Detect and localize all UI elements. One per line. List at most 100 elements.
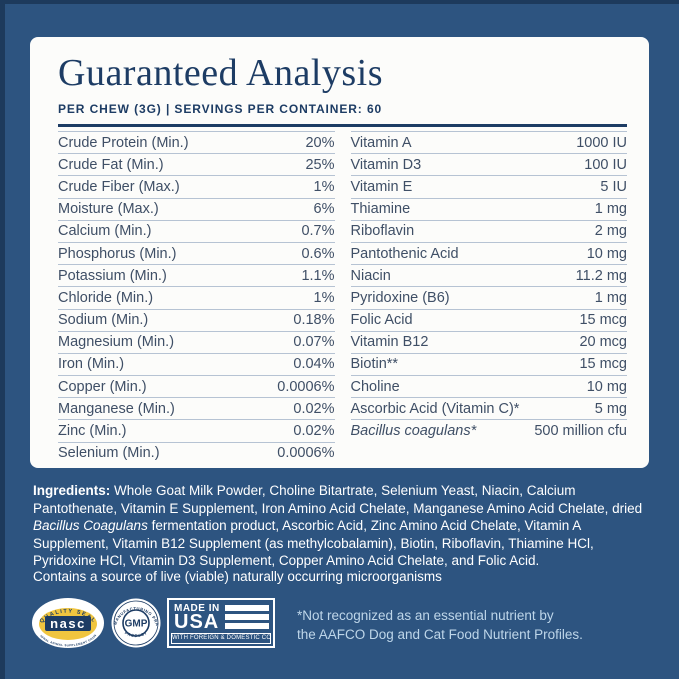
analysis-column-right: Vitamin A 1000 IU Vitamin D3 100 IU Vitamin …: [350, 131, 627, 464]
nutrient-label: Magnesium (Min.): [58, 334, 175, 351]
nutrient-label: Vitamin E: [350, 178, 413, 195]
nutrient-label: Thiamine: [350, 201, 411, 218]
nutrient-row: Vitamin A 1000 IU: [350, 131, 627, 153]
analysis-table: Crude Protein (Min.) 20% Crude Fat (Min.) 2…: [58, 131, 627, 464]
nutrient-value: 1.1%: [301, 267, 335, 284]
nutrient-value: 6%: [313, 201, 335, 218]
nutrient-row: Pantothenic Acid 10 mg: [350, 241, 627, 264]
nutrient-value: 15 mcg: [579, 356, 627, 373]
usa-stripe: [224, 623, 269, 629]
nutrient-label: Folic Acid: [350, 312, 413, 329]
nutrient-label: Crude Protein (Min.): [58, 134, 189, 151]
usa-components-caption: WITH FOREIGN & DOMESTIC COMPONENTS: [171, 633, 271, 644]
nutrient-label: Bacillus coagulans*: [350, 423, 477, 440]
nutrient-value: 11.2 mg: [575, 267, 627, 284]
nutrient-value: 5 mg: [594, 400, 627, 417]
nutrient-row: Moisture (Max.) 6%: [58, 197, 335, 220]
nutrient-value: 100 IU: [584, 156, 627, 173]
aafco-footnote-line2: the AAFCO Dog and Cat Food Nutrient Prof…: [297, 627, 583, 642]
nutrient-label: Crude Fiber (Max.): [58, 178, 180, 195]
usa-usa-text: USA: [174, 611, 220, 633]
nutrient-label: Niacin: [350, 267, 391, 284]
nutrient-label: Pantothenic Acid: [350, 245, 459, 262]
nutrient-label: Iron (Min.): [58, 356, 125, 373]
nutrient-value: 20%: [305, 134, 335, 151]
nutrient-label: Chloride (Min.): [58, 289, 154, 306]
nutrient-value: 5 IU: [600, 178, 627, 195]
ingredients-text-2: fermentation product, Ascorbic Acid, Zin…: [33, 518, 594, 569]
usa-flag-stripes-icon: [224, 605, 269, 632]
nutrient-value: 0.0006%: [277, 378, 335, 395]
nutrient-row: Vitamin D3 100 IU: [350, 153, 627, 175]
nutrient-label: Moisture (Max.): [58, 201, 159, 218]
nutrient-value: 15 mcg: [579, 312, 627, 329]
nutrient-label: Manganese (Min.): [58, 400, 175, 417]
nutrient-row: Iron (Min.) 0.04%: [58, 352, 335, 375]
nutrient-label: Vitamin B12: [350, 334, 429, 351]
page-title: Guaranteed Analysis: [58, 52, 384, 94]
nasc-quality-seal-icon: QUALITY SEAL nasc NATIONAL ANIMAL SUPPLE…: [31, 597, 104, 648]
nutrient-row: Chloride (Min.) 1%: [58, 286, 335, 308]
nutrient-row: Choline 10 mg: [350, 375, 627, 397]
nutrient-row: Calcium (Min.) 0.7%: [58, 219, 335, 242]
usa-stripe: [224, 614, 269, 620]
nutrient-row: Magnesium (Min.) 0.07%: [58, 330, 335, 353]
usa-badge-words: MADE IN USA: [174, 603, 220, 632]
aafco-footnote: *Not recognized as an essential nutrient…: [297, 606, 583, 644]
nutrient-label: Vitamin D3: [350, 156, 422, 173]
nutrient-label: Phosphorus (Min.): [58, 245, 177, 262]
nutrient-label: Pyridoxine (B6): [350, 289, 450, 306]
nutrient-label: Riboflavin: [350, 223, 415, 240]
nutrient-value: 1 mg: [594, 289, 627, 306]
ingredients-paragraph: Ingredients: Whole Goat Milk Powder, Cho…: [33, 482, 649, 570]
nutrient-row: Sodium (Min.) 0.18%: [58, 308, 335, 331]
nutrient-row: Crude Fiber (Max.) 1%: [58, 175, 335, 197]
certification-badges: QUALITY SEAL nasc NATIONAL ANIMAL SUPPLE…: [31, 597, 275, 649]
nutrient-label: Choline: [350, 378, 400, 395]
nutrient-value: 0.0006%: [277, 445, 335, 462]
nutrient-row: Biotin** 15 mcg: [350, 352, 627, 375]
nutrient-row: Thiamine 1 mg: [350, 197, 627, 220]
nutrient-label: Biotin**: [350, 356, 399, 373]
svg-text:PRODUCT: PRODUCT: [124, 630, 148, 638]
nutrient-label: Crude Fat (Min.): [58, 156, 164, 173]
nutrient-label: Ascorbic Acid (Vitamin C)*: [350, 400, 520, 417]
nutrient-value: 10 mg: [586, 378, 627, 395]
nutrient-row: Riboflavin 2 mg: [350, 219, 627, 242]
usa-badge-top: MADE IN USA: [169, 600, 273, 632]
nutrient-value: 0.04%: [293, 356, 335, 373]
nutrient-row: Selenium (Min.) 0.0006%: [58, 441, 335, 464]
nutrient-label: Copper (Min.): [58, 378, 147, 395]
nutrient-row: Copper (Min.) 0.0006%: [58, 375, 335, 397]
header-divider: [58, 124, 627, 127]
nutrient-value: 0.7%: [301, 223, 335, 240]
nutrient-row: Crude Protein (Min.) 20%: [58, 131, 335, 153]
nutrient-value: 1%: [313, 178, 335, 195]
nutrient-value: 0.07%: [293, 334, 335, 351]
nutrient-value: 0.18%: [293, 312, 335, 329]
nutrient-label: Calcium (Min.): [58, 223, 152, 240]
nutrient-label: Sodium (Min.): [58, 312, 149, 329]
guaranteed-analysis-card: Guaranteed Analysis PER CHEW (3G) | SERV…: [30, 37, 649, 468]
gmp-center-text: GMP: [125, 619, 148, 630]
aafco-footnote-line1: *Not recognized as an essential nutrient…: [297, 608, 554, 623]
nutrient-row: Vitamin E 5 IU: [350, 175, 627, 197]
nasc-center-text: nasc: [50, 616, 86, 631]
analysis-column-left: Crude Protein (Min.) 20% Crude Fat (Min.) 2…: [58, 131, 335, 464]
nutrient-value: 20 mcg: [579, 334, 627, 351]
nutrient-row: Phosphorus (Min.) 0.6%: [58, 241, 335, 264]
usa-made-in-text: MADE IN: [174, 603, 220, 614]
nutrient-value: 0.6%: [301, 245, 335, 262]
nutrient-value: 25%: [305, 156, 335, 173]
serving-info: PER CHEW (3G) | SERVINGS PER CONTAINER: …: [58, 102, 383, 116]
nutrient-row: Crude Fat (Min.) 25%: [58, 153, 335, 175]
nutrient-value: 0.02%: [293, 423, 335, 440]
gmp-arc-bottom-text: PRODUCT: [124, 630, 148, 638]
microorganisms-note: Contains a source of live (viable) natur…: [33, 569, 442, 584]
ingredients-text-1: Whole Goat Milk Powder, Choline Bitartra…: [33, 483, 643, 516]
nutrient-row: Bacillus coagulans* 500 million cfu: [350, 419, 627, 441]
nutrient-value: 0.02%: [293, 400, 335, 417]
nutrient-row: Manganese (Min.) 0.02%: [58, 397, 335, 419]
usa-stripe: [224, 605, 269, 611]
